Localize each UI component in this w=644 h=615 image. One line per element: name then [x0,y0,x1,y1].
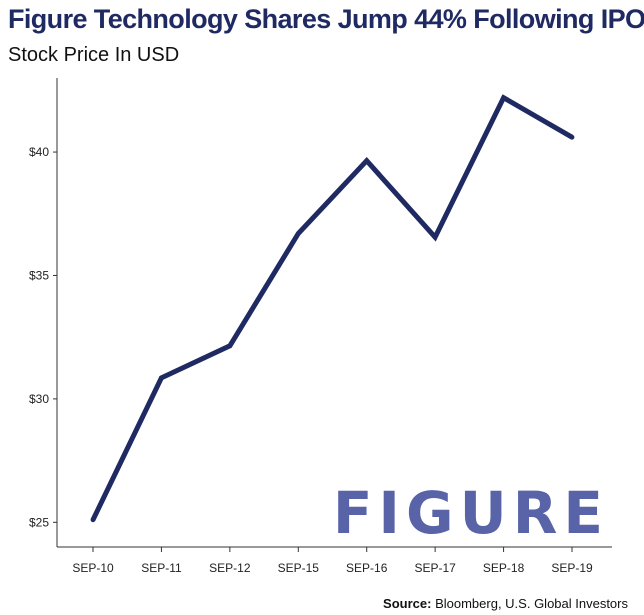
data-point [569,134,575,140]
y-tick-label: $25 [29,515,49,529]
data-point [159,375,164,381]
y-tick-label: $40 [29,145,49,159]
x-tick-label: SEP-18 [483,561,525,575]
x-tick-label: SEP-16 [346,561,388,575]
chart-title: Figure Technology Shares Jump 44% Follow… [8,4,644,34]
data-point [501,95,506,101]
source-note: Source: Bloomberg, U.S. Global Investors [383,596,628,611]
chart-subtitle: Stock Price In USD [8,44,180,66]
series-layer [90,94,575,523]
y-tick-label: $30 [29,392,49,406]
x-tick-label: SEP-17 [414,561,456,575]
y-tick-label: $35 [29,268,49,282]
series-line [90,94,574,521]
x-tick-label: SEP-10 [72,561,114,575]
data-point [364,158,370,164]
figure-logo-text: FIGURE [333,479,609,547]
figure-logo: FIGURE [333,479,609,547]
source-text: Bloomberg, U.S. Global Investors [435,596,628,611]
data-point [227,343,233,349]
x-tick-label: SEP-15 [278,561,320,575]
data-point [90,517,96,523]
tick-labels: $25 $30 $35 $40 SEP-10 SEP-11 SEP-12 SEP-15 SEP-… [29,145,593,575]
source-label: Source: [383,596,432,611]
x-tick-label: SEP-11 [141,561,182,575]
axes [53,78,612,552]
data-point [432,234,438,240]
x-tick-label: SEP-12 [209,561,251,575]
x-tick-label: SEP-19 [551,561,593,575]
data-point [295,231,301,236]
